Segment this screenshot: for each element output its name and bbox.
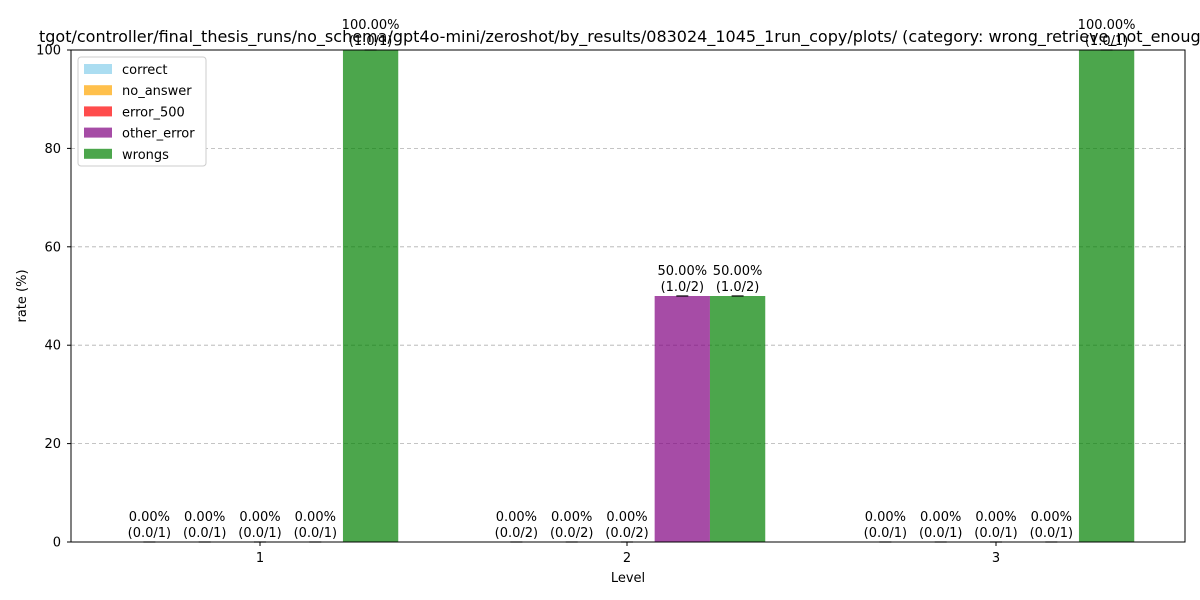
bar-wrongs bbox=[1078, 50, 1135, 542]
chart-title: tgot/controller/final_thesis_runs/no_sch… bbox=[39, 27, 1200, 47]
legend-swatch-other_error bbox=[84, 127, 112, 138]
y-tick-label: 0 bbox=[53, 536, 61, 551]
y-axis-label: rate (%) bbox=[15, 269, 30, 322]
gridlines bbox=[71, 49, 1185, 543]
data-label-percent: 50.00% bbox=[658, 264, 708, 279]
data-label-percent: 0.00% bbox=[184, 510, 225, 525]
data-label-count: (0.0/2) bbox=[605, 526, 648, 541]
legend-label-other_error: other_error bbox=[122, 127, 195, 142]
data-label-percent: 0.00% bbox=[1031, 510, 1072, 525]
data-label-percent: 100.00% bbox=[342, 18, 400, 33]
legend: correct no_answer error_500 other_errorwron… bbox=[77, 56, 207, 167]
data-label-percent: 0.00% bbox=[295, 510, 336, 525]
bar-wrongs bbox=[342, 50, 399, 542]
bar-labels: 0.00%(0.0/1)0.00%(0.0/2)0.00%(0.0/1)0.00… bbox=[128, 18, 1136, 541]
bar-wrongs bbox=[709, 296, 766, 542]
bars bbox=[143, 49, 1135, 543]
legend-label-wrongs: wrongs bbox=[122, 148, 169, 163]
data-label-count: (0.0/2) bbox=[550, 526, 593, 541]
data-label-percent: 0.00% bbox=[975, 510, 1016, 525]
y-tick-label: 20 bbox=[44, 437, 61, 452]
y-tick-label: 100 bbox=[36, 44, 61, 59]
data-label-count: (0.0/1) bbox=[128, 526, 171, 541]
data-label-percent: 0.00% bbox=[606, 510, 647, 525]
data-label-count: (1.0/2) bbox=[716, 280, 759, 295]
legend-swatch-no_answer bbox=[84, 85, 112, 96]
data-label-percent: 0.00% bbox=[865, 510, 906, 525]
data-label-percent: 0.00% bbox=[920, 510, 961, 525]
legend-swatch-wrongs bbox=[84, 148, 112, 159]
data-label-count: (0.0/1) bbox=[864, 526, 907, 541]
legend-box bbox=[77, 56, 207, 167]
y-tick-label: 80 bbox=[44, 142, 61, 157]
data-label-percent: 0.00% bbox=[239, 510, 280, 525]
y-axis: 0 20 40 60 80 100 bbox=[36, 44, 71, 551]
x-axis-label: Level bbox=[611, 571, 645, 586]
data-label-percent: 50.00% bbox=[713, 264, 763, 279]
data-label-count: (1.0/1) bbox=[1085, 34, 1128, 49]
bar-other_error bbox=[654, 296, 710, 542]
data-label-percent: 0.00% bbox=[129, 510, 170, 525]
data-label-percent: 0.00% bbox=[496, 510, 537, 525]
legend-swatch-correct bbox=[84, 64, 112, 74]
y-tick-label: 40 bbox=[44, 339, 61, 354]
data-label-count: (0.0/1) bbox=[294, 526, 337, 541]
y-tick-label: 60 bbox=[44, 240, 61, 255]
legend-label-no_answer: no_answer bbox=[122, 84, 192, 99]
data-label-percent: 100.00% bbox=[1078, 18, 1136, 33]
x-tick-label: 2 bbox=[623, 551, 631, 566]
legend-label-correct: correct bbox=[122, 63, 168, 78]
x-tick-label: 3 bbox=[992, 551, 1000, 566]
legend-swatch-error_500 bbox=[84, 106, 112, 117]
x-axis: 1 2 3 bbox=[256, 542, 1000, 566]
data-label-count: (0.0/1) bbox=[974, 526, 1017, 541]
data-label-count: (0.0/1) bbox=[183, 526, 226, 541]
data-label-count: (1.0/2) bbox=[661, 280, 704, 295]
data-label-percent: 0.00% bbox=[551, 510, 592, 525]
x-tick-label: 1 bbox=[256, 551, 264, 566]
data-label-count: (1.0/1) bbox=[349, 34, 392, 49]
data-label-count: (0.0/1) bbox=[238, 526, 281, 541]
plot-frame bbox=[70, 49, 1186, 543]
legend-label-error_500: error_500 bbox=[122, 105, 185, 120]
data-label-count: (0.0/1) bbox=[919, 526, 962, 541]
data-label-count: (0.0/2) bbox=[495, 526, 538, 541]
data-label-count: (0.0/1) bbox=[1030, 526, 1073, 541]
